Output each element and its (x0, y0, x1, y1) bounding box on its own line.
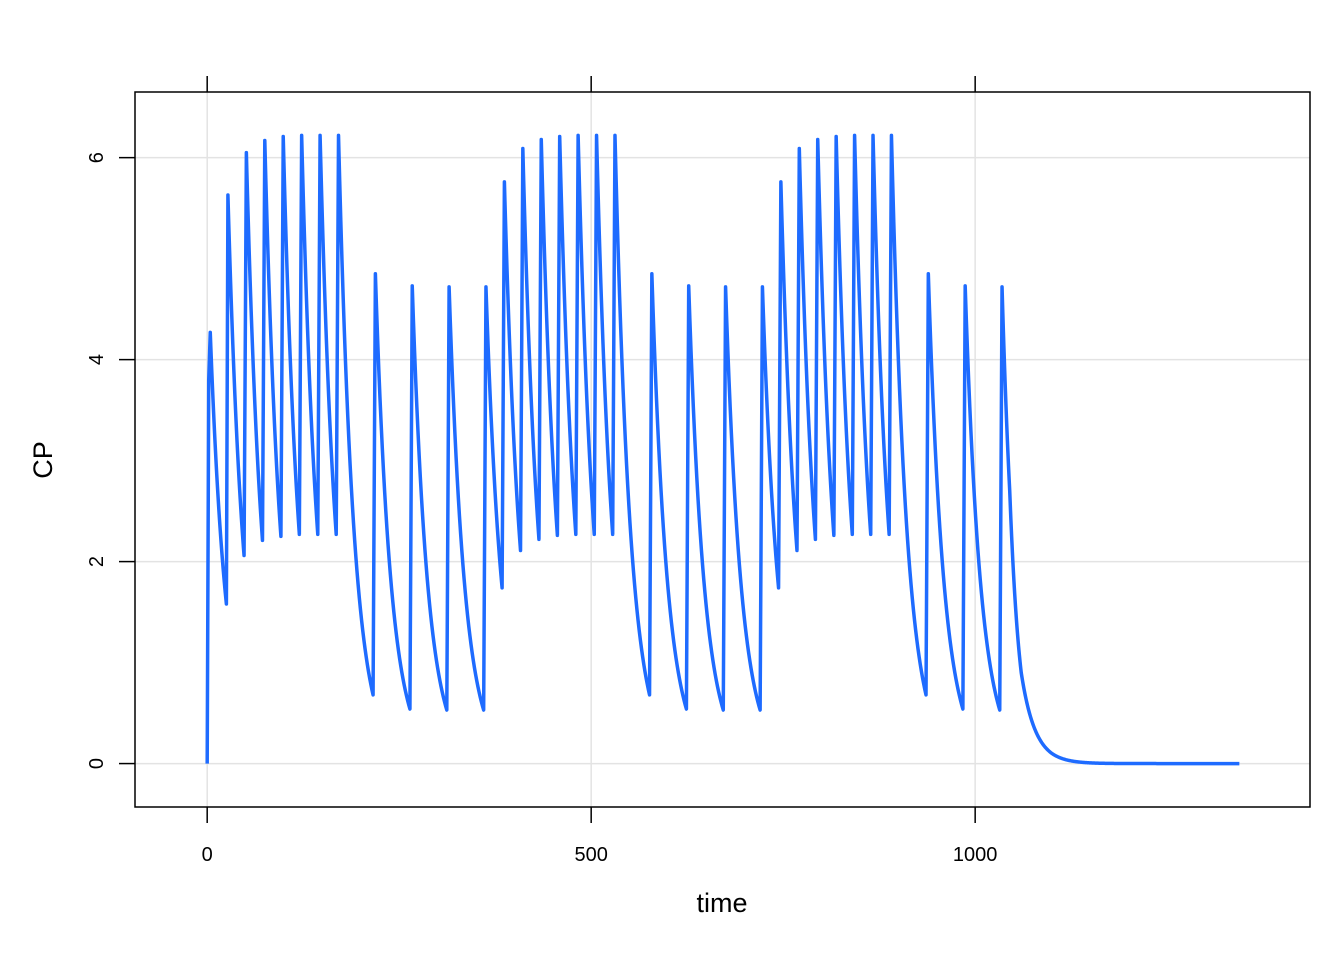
y-tick-label: 4 (86, 354, 108, 365)
axis-ticks: 0 500 1000 0 2 4 6 (86, 76, 997, 866)
y-tick-label: 2 (86, 556, 108, 567)
x-tick-label: 1000 (953, 844, 998, 866)
series-line (205, 133, 1240, 766)
x-tick-label: 500 (574, 844, 607, 866)
series-layer (205, 133, 1240, 766)
x-axis-title: time (696, 888, 747, 918)
y-tick-label: 6 (86, 152, 108, 163)
y-axis-title: CP (28, 441, 58, 479)
plot-frame (134, 91, 1311, 808)
y-tick-label: 0 (86, 758, 108, 769)
x-tick-label: 0 (202, 844, 213, 866)
